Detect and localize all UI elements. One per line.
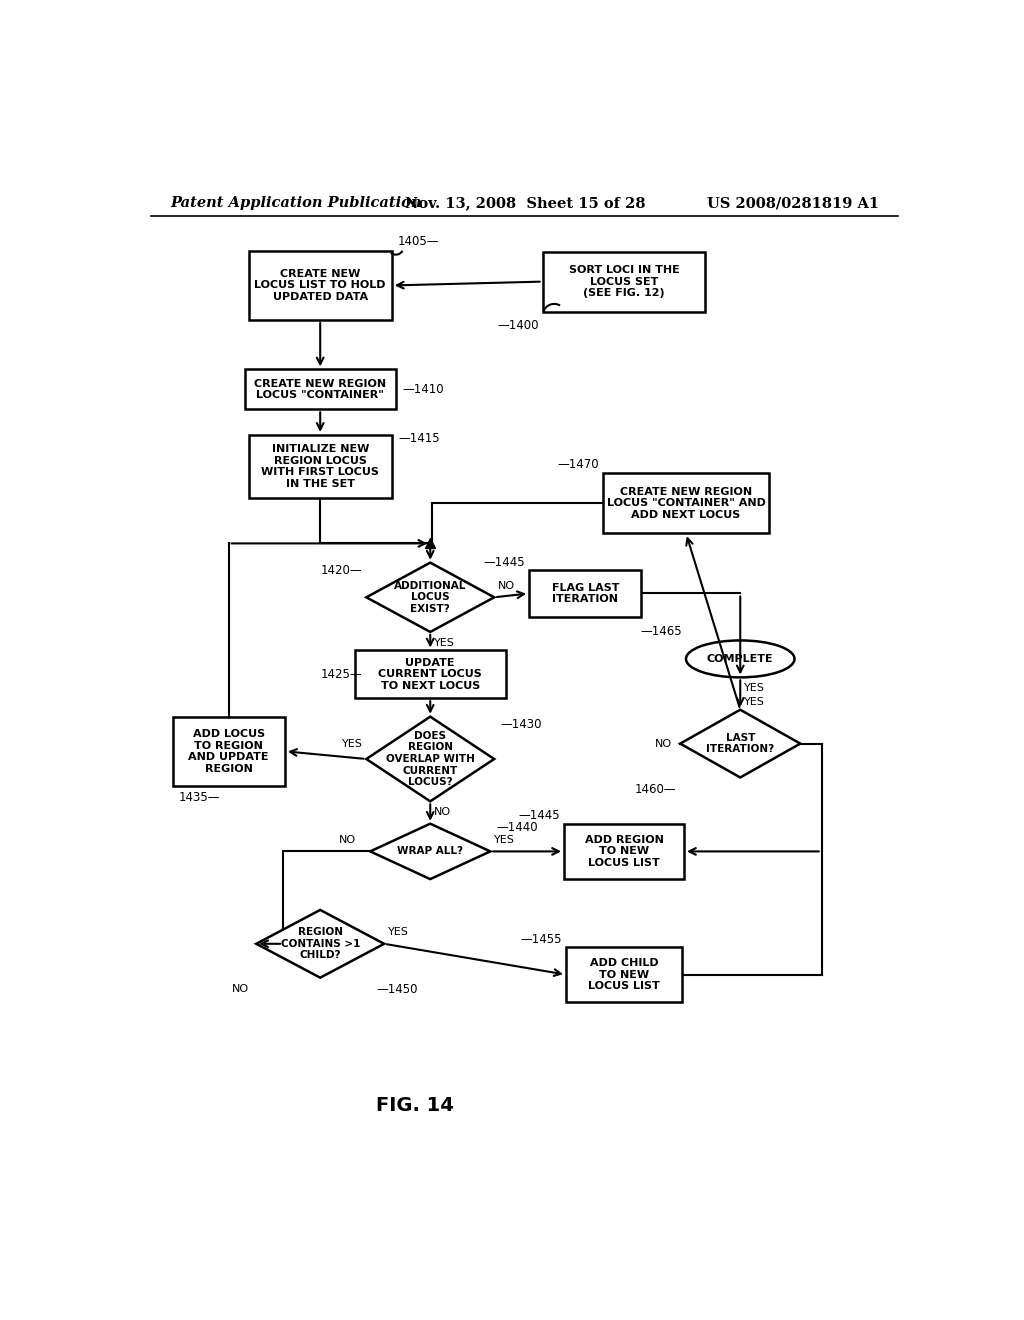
Text: CREATE NEW
LOCUS LIST TO HOLD
UPDATED DATA: CREATE NEW LOCUS LIST TO HOLD UPDATED DA… — [254, 269, 386, 302]
Text: YES: YES — [388, 927, 409, 937]
Text: US 2008/0281819 A1: US 2008/0281819 A1 — [707, 197, 879, 210]
Text: NO: NO — [434, 807, 452, 817]
Text: —1450: —1450 — [377, 982, 418, 995]
Bar — [249, 434, 392, 498]
Polygon shape — [256, 909, 384, 978]
Text: FLAG LAST
ITERATION: FLAG LAST ITERATION — [552, 582, 618, 605]
Text: FIG. 14: FIG. 14 — [376, 1096, 454, 1115]
Text: YES: YES — [744, 697, 765, 708]
Text: —1410: —1410 — [402, 383, 443, 396]
Text: —1430: —1430 — [501, 718, 542, 731]
Bar — [564, 824, 684, 879]
Text: —1470: —1470 — [557, 458, 599, 471]
Text: —1445: —1445 — [518, 809, 560, 822]
Text: —1415: —1415 — [398, 432, 439, 445]
Polygon shape — [367, 562, 495, 632]
Bar — [529, 570, 641, 616]
Text: YES: YES — [342, 739, 362, 748]
Text: CREATE NEW REGION
LOCUS "CONTAINER": CREATE NEW REGION LOCUS "CONTAINER" — [254, 379, 386, 400]
Text: SORT LOCI IN THE
LOCUS SET
(SEE FIG. 12): SORT LOCI IN THE LOCUS SET (SEE FIG. 12) — [568, 265, 679, 298]
Text: —1455: —1455 — [520, 933, 562, 945]
Text: COMPLETE: COMPLETE — [707, 653, 773, 664]
Bar — [245, 370, 395, 409]
Text: NO: NO — [231, 985, 249, 994]
Text: Nov. 13, 2008  Sheet 15 of 28: Nov. 13, 2008 Sheet 15 of 28 — [404, 197, 645, 210]
Text: 1425—: 1425— — [321, 668, 362, 681]
Text: 1405—: 1405— — [398, 235, 439, 248]
Text: YES: YES — [744, 684, 765, 693]
Bar — [354, 651, 506, 698]
Text: INITIALIZE NEW
REGION LOCUS
WITH FIRST LOCUS
IN THE SET: INITIALIZE NEW REGION LOCUS WITH FIRST L… — [261, 444, 379, 488]
Bar — [566, 946, 682, 1002]
Text: ADD CHILD
TO NEW
LOCUS LIST: ADD CHILD TO NEW LOCUS LIST — [588, 958, 659, 991]
Polygon shape — [367, 717, 495, 801]
Text: NO: NO — [498, 581, 515, 591]
Text: —1440: —1440 — [497, 821, 539, 834]
Text: REGION
CONTAINS >1
CHILD?: REGION CONTAINS >1 CHILD? — [281, 927, 359, 961]
Text: LAST
ITERATION?: LAST ITERATION? — [707, 733, 774, 755]
Bar — [603, 474, 769, 533]
Polygon shape — [680, 710, 801, 777]
Text: YES: YES — [495, 834, 515, 845]
Text: CREATE NEW REGION
LOCUS "CONTAINER" AND
ADD NEXT LOCUS: CREATE NEW REGION LOCUS "CONTAINER" AND … — [606, 487, 765, 520]
Text: 1435—: 1435— — [179, 791, 220, 804]
Text: ADD LOCUS
TO REGION
AND UPDATE
REGION: ADD LOCUS TO REGION AND UPDATE REGION — [188, 729, 269, 774]
Text: DOES
REGION
OVERLAP WITH
CURRENT
LOCUS?: DOES REGION OVERLAP WITH CURRENT LOCUS? — [386, 731, 475, 787]
Text: WRAP ALL?: WRAP ALL? — [397, 846, 463, 857]
Text: NO: NO — [655, 739, 673, 748]
Bar — [249, 251, 392, 321]
Bar — [173, 717, 285, 785]
Text: UPDATE
CURRENT LOCUS
TO NEXT LOCUS: UPDATE CURRENT LOCUS TO NEXT LOCUS — [379, 657, 482, 690]
Text: —1400: —1400 — [498, 319, 539, 333]
Text: YES: YES — [434, 638, 455, 648]
Text: 1420—: 1420— — [321, 564, 362, 577]
Text: Patent Application Publication: Patent Application Publication — [171, 197, 422, 210]
Text: ADD REGION
TO NEW
LOCUS LIST: ADD REGION TO NEW LOCUS LIST — [585, 834, 664, 869]
Text: —1465: —1465 — [640, 624, 682, 638]
Ellipse shape — [686, 640, 795, 677]
Text: NO: NO — [339, 834, 356, 845]
Text: —1445: —1445 — [483, 556, 525, 569]
Text: ADDITIONAL
LOCUS
EXIST?: ADDITIONAL LOCUS EXIST? — [394, 581, 467, 614]
Text: 1460—: 1460— — [635, 783, 676, 796]
Polygon shape — [371, 824, 490, 879]
Bar — [543, 252, 706, 312]
